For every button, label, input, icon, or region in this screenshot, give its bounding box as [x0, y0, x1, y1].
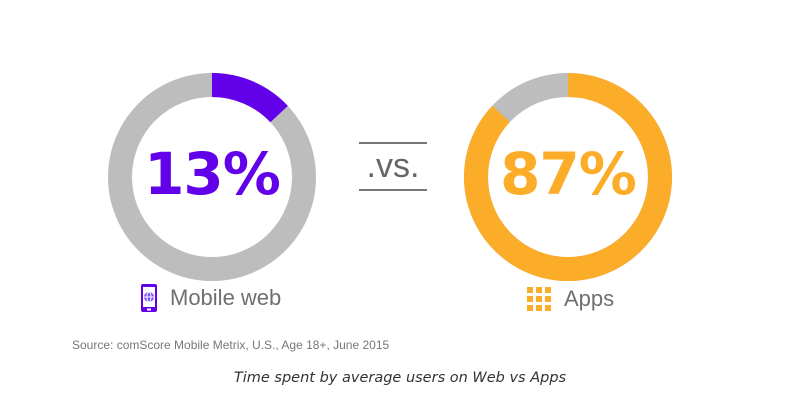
legend-label-mobile-web: Mobile web [170, 285, 282, 310]
legend-label-apps: Apps [564, 286, 615, 311]
vs-separator: .vs. [358, 142, 428, 191]
legend-apps: Apps [527, 286, 614, 312]
apps-grid-icon [527, 286, 551, 311]
vs-top-rule [359, 142, 427, 144]
vs-label: .vs. [366, 147, 420, 185]
mobile-web-percent: 13% [144, 140, 281, 208]
apps-percent: 87% [500, 140, 637, 208]
legend-mobile-web: Mobile web [140, 283, 281, 313]
source-note: Source: comScore Mobile Metrix, U.S., Ag… [72, 338, 390, 352]
mobile-web-donut [108, 73, 316, 281]
vs-bottom-rule [359, 189, 427, 191]
figure-caption: Time spent by average users on Web vs Ap… [233, 370, 567, 386]
mobile-web-icon [141, 284, 157, 312]
donut-segment-apps [464, 73, 672, 281]
apps-donut [464, 73, 672, 281]
donut-segment-mobile-web [108, 73, 316, 281]
